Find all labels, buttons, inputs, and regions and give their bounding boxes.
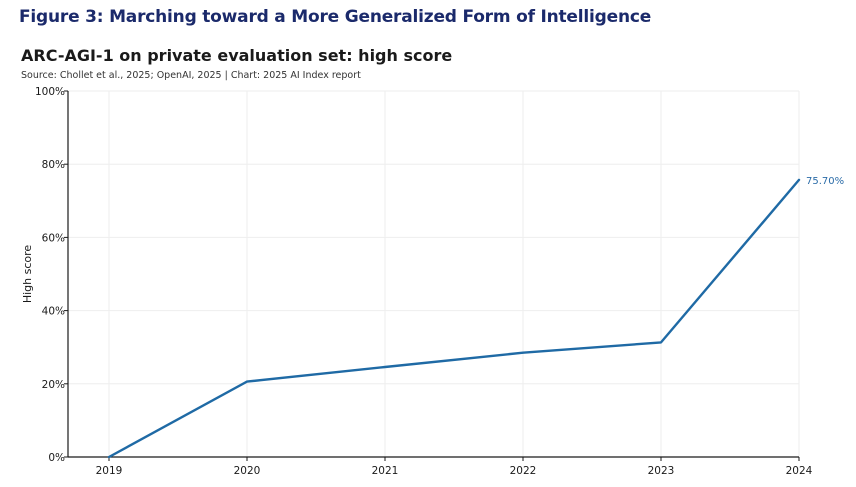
- chart-subtitle: Source: Chollet et al., 2025; OpenAI, 20…: [21, 70, 361, 81]
- series-line: [107, 178, 801, 459]
- figure-title: Figure 3: Marching toward a More General…: [19, 7, 652, 27]
- axes: [64, 90, 800, 461]
- data-labels: 75.70%: [806, 176, 844, 187]
- x-tick-label: 2021: [372, 465, 399, 477]
- series-layer: [107, 178, 801, 459]
- y-tick-label: 0%: [48, 452, 65, 464]
- y-tick-label: 40%: [42, 306, 65, 318]
- data-label: 75.70%: [806, 176, 844, 187]
- grid-lines: [68, 90, 800, 457]
- y-tick-label: 60%: [42, 232, 65, 244]
- y-tick-label: 20%: [42, 379, 65, 391]
- chart-title: ARC-AGI-1 on private evaluation set: hig…: [21, 46, 453, 65]
- y-axis-title: High score: [21, 245, 34, 304]
- x-tick-label: 2020: [234, 465, 261, 477]
- x-tick-label: 2019: [96, 465, 123, 477]
- x-tick-label: 2024: [786, 465, 813, 477]
- tick-labels: 0% 20% 40% 60% 80% 100% 2019 2020 2021 2022 2023 20…: [35, 86, 813, 477]
- x-tick-label: 2023: [648, 465, 675, 477]
- x-tick-label: 2022: [510, 465, 537, 477]
- y-tick-label: 80%: [42, 159, 65, 171]
- y-tick-label: 100%: [35, 86, 65, 98]
